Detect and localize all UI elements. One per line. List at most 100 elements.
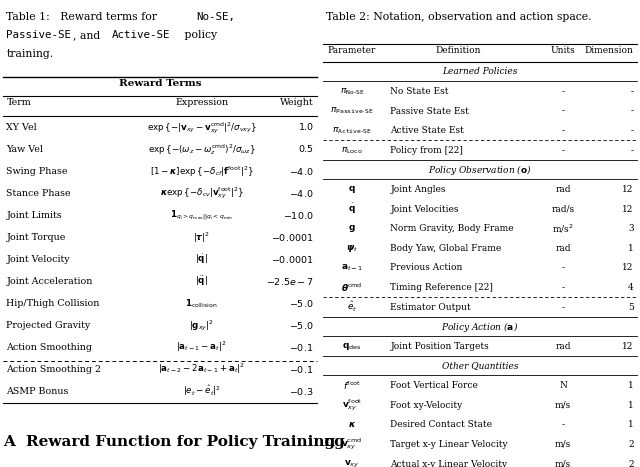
- Text: $\dot{\mathbf{q}}$: $\dot{\mathbf{q}}$: [348, 202, 356, 216]
- Text: Expression: Expression: [175, 98, 228, 107]
- Text: $\mathbf{v}^{\mathrm{cmd}}_{xy}$: $\mathbf{v}^{\mathrm{cmd}}_{xy}$: [342, 437, 362, 452]
- Text: -: -: [630, 106, 634, 115]
- Text: A: A: [3, 435, 15, 449]
- Text: Learned Policies: Learned Policies: [442, 67, 518, 76]
- Text: Action Smoothing: Action Smoothing: [6, 343, 92, 352]
- Text: $\hat{e}_t$: $\hat{e}_t$: [347, 300, 357, 314]
- Text: Joint Velocity: Joint Velocity: [6, 255, 70, 264]
- Text: 12: 12: [622, 205, 634, 213]
- Text: m/s: m/s: [555, 401, 572, 410]
- Text: Active-SE: Active-SE: [111, 30, 170, 40]
- Text: -: -: [562, 283, 564, 292]
- Text: Passive State Est: Passive State Est: [390, 106, 469, 115]
- Text: Timing Reference [22]: Timing Reference [22]: [390, 283, 493, 292]
- Text: $\pi_{\mathtt{Active\text{-}SE}}$: $\pi_{\mathtt{Active\text{-}SE}}$: [332, 126, 372, 136]
- Text: $\mathbf{a}_{t-1}$: $\mathbf{a}_{t-1}$: [341, 263, 363, 273]
- Text: $\boldsymbol{\kappa}\exp\{-\delta_{cv}|\mathbf{v}^{\mathrm{foot}}_{xy}|^2\}$: $\boldsymbol{\kappa}\exp\{-\delta_{cv}|\…: [159, 186, 244, 201]
- Text: Hip/Thigh Collision: Hip/Thigh Collision: [6, 299, 100, 308]
- Text: Body Yaw, Global Frame: Body Yaw, Global Frame: [390, 244, 502, 253]
- Text: Actual x-y Linear Velocity: Actual x-y Linear Velocity: [390, 460, 508, 467]
- Text: m/s: m/s: [555, 440, 572, 449]
- Text: $-0.0001$: $-0.0001$: [271, 254, 314, 265]
- Text: $\exp\{-(\omega_z-\omega^{\mathrm{cmd}}_z)^2/\sigma_{\omega z}\}$: $\exp\{-(\omega_z-\omega^{\mathrm{cmd}}_…: [148, 142, 255, 157]
- Text: rad/s: rad/s: [552, 205, 575, 213]
- Text: $\mathbf{q}$: $\mathbf{q}$: [348, 184, 356, 195]
- Text: Dimension: Dimension: [585, 46, 634, 55]
- Text: -: -: [562, 420, 564, 429]
- Text: Policy from [22]: Policy from [22]: [390, 146, 463, 155]
- Text: -: -: [562, 303, 564, 311]
- Text: 12: 12: [622, 263, 634, 272]
- Text: $\boldsymbol{\kappa}$: $\boldsymbol{\kappa}$: [348, 420, 356, 429]
- Text: $|\dot{\mathbf{q}}|$: $|\dot{\mathbf{q}}|$: [195, 253, 208, 267]
- Text: $-0.0001$: $-0.0001$: [271, 232, 314, 243]
- Text: m/s: m/s: [555, 460, 572, 467]
- Text: $-5.0$: $-5.0$: [289, 320, 314, 331]
- Text: N: N: [559, 381, 567, 390]
- Text: rad: rad: [556, 342, 571, 351]
- Text: Estimator Output: Estimator Output: [390, 303, 471, 311]
- Text: Other Quantities: Other Quantities: [442, 361, 518, 370]
- Text: -: -: [630, 126, 634, 135]
- Text: -: -: [630, 87, 634, 96]
- Text: XY Vel: XY Vel: [6, 123, 37, 132]
- Text: policy: policy: [180, 30, 217, 40]
- Text: $\mathbf{v}^{\mathrm{foot}}_{xy}$: $\mathbf{v}^{\mathrm{foot}}_{xy}$: [342, 397, 362, 413]
- Text: -: -: [562, 126, 564, 135]
- Text: 1: 1: [628, 381, 634, 390]
- Text: 12: 12: [622, 185, 634, 194]
- Text: $f^{\mathrm{foot}}$: $f^{\mathrm{foot}}$: [343, 380, 361, 392]
- Text: $|\boldsymbol{\tau}|^2$: $|\boldsymbol{\tau}|^2$: [193, 230, 210, 245]
- Text: -: -: [562, 106, 564, 115]
- Text: No-SE,: No-SE,: [196, 12, 236, 21]
- Text: Swing Phase: Swing Phase: [6, 167, 68, 176]
- Text: $|e_t-\hat{e}_t|^2$: $|e_t-\hat{e}_t|^2$: [182, 384, 221, 398]
- Text: Policy Observation ($\mathbf{o}$): Policy Observation ($\mathbf{o}$): [428, 163, 532, 177]
- Text: m/s$^2$: m/s$^2$: [552, 223, 574, 235]
- Text: Reward Function for Policy Training: Reward Function for Policy Training: [26, 435, 335, 449]
- Text: $-4.0$: $-4.0$: [289, 188, 314, 199]
- Text: Previous Action: Previous Action: [390, 263, 463, 272]
- Text: $|\mathbf{a}_{t-1}-\mathbf{a}_t|^2$: $|\mathbf{a}_{t-1}-\mathbf{a}_t|^2$: [176, 340, 227, 354]
- Text: 1: 1: [628, 420, 634, 429]
- Text: $|\ddot{\mathbf{q}}|$: $|\ddot{\mathbf{q}}|$: [195, 275, 208, 289]
- Text: 2: 2: [628, 440, 634, 449]
- Text: 1: 1: [628, 244, 634, 253]
- Text: Stance Phase: Stance Phase: [6, 189, 71, 198]
- Text: Table 2: Notation, observation and action space.: Table 2: Notation, observation and actio…: [326, 12, 592, 21]
- Text: $-2.5e-7$: $-2.5e-7$: [266, 276, 314, 287]
- Text: Table 1:   Reward terms for: Table 1: Reward terms for: [6, 12, 161, 21]
- Text: rad: rad: [556, 185, 571, 194]
- Text: Active State Est: Active State Est: [390, 126, 464, 135]
- Text: 1: 1: [628, 401, 634, 410]
- Text: $-10.0$: $-10.0$: [283, 210, 314, 221]
- Text: $-0.1$: $-0.1$: [289, 342, 314, 353]
- Text: $\mathbf{v}_{xy}$: $\mathbf{v}_{xy}$: [344, 459, 360, 467]
- Text: Foot Vertical Force: Foot Vertical Force: [390, 381, 478, 390]
- Text: $-0.1$: $-0.1$: [289, 364, 314, 375]
- Text: 4: 4: [628, 283, 634, 292]
- Text: No State Est: No State Est: [390, 87, 449, 96]
- Text: $-5.0$: $-5.0$: [289, 298, 314, 309]
- Text: Joint Acceleration: Joint Acceleration: [6, 277, 93, 286]
- Text: Definition: Definition: [435, 46, 481, 55]
- Text: $\mathbf{1}_{q_i>q_{\max}||q_i<q_{\min}}$: $\mathbf{1}_{q_i>q_{\max}||q_i<q_{\min}}…: [170, 208, 233, 223]
- Text: Joint Position Targets: Joint Position Targets: [390, 342, 489, 351]
- Text: $\mathbf{1}_{\mathrm{collision}}$: $\mathbf{1}_{\mathrm{collision}}$: [186, 297, 218, 310]
- Text: -: -: [630, 146, 634, 155]
- Text: 12: 12: [622, 342, 634, 351]
- Text: Policy Action ($\mathbf{a}$): Policy Action ($\mathbf{a}$): [442, 320, 518, 334]
- Text: Units: Units: [551, 46, 575, 55]
- Text: 1.0: 1.0: [299, 123, 314, 132]
- Text: training.: training.: [6, 49, 54, 59]
- Text: Foot xy-Velocity: Foot xy-Velocity: [390, 401, 463, 410]
- Text: Parameter: Parameter: [328, 46, 376, 55]
- Text: $-0.3$: $-0.3$: [289, 386, 314, 396]
- Text: Projected Gravity: Projected Gravity: [6, 321, 91, 330]
- Text: $|\mathbf{a}_{t-2}-2\mathbf{a}_{t-1}+\mathbf{a}_t|^2$: $|\mathbf{a}_{t-2}-2\mathbf{a}_{t-1}+\ma…: [158, 362, 245, 376]
- Text: Joint Limits: Joint Limits: [6, 211, 62, 220]
- Text: Norm Gravity, Body Frame: Norm Gravity, Body Frame: [390, 224, 514, 233]
- Text: Target x-y Linear Velocity: Target x-y Linear Velocity: [390, 440, 508, 449]
- Text: 5: 5: [628, 303, 634, 311]
- Text: Term: Term: [6, 98, 31, 107]
